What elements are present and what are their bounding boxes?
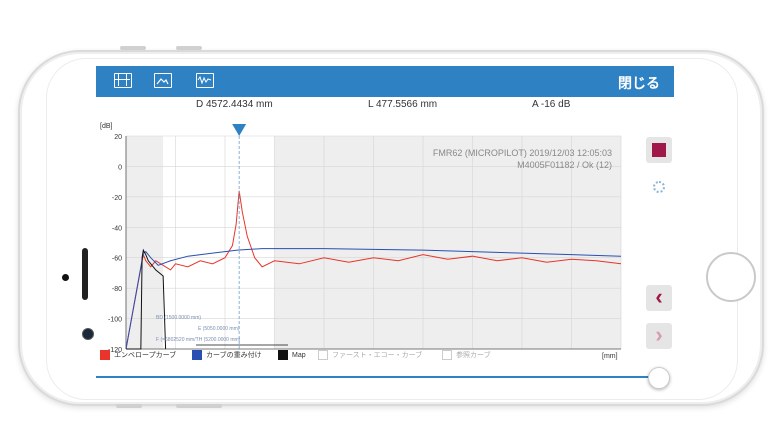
y-tick-label: 0 (118, 164, 122, 171)
cursor-readouts: D 4572.4434 mm L 477.5566 mm A -16 dB (96, 99, 674, 113)
previous-button[interactable]: ‹ (646, 285, 672, 311)
legend-item[interactable]: 参照カーブ (442, 350, 491, 360)
series-line-0 (125, 190, 622, 350)
app-screen: 閉じる D 4572.4434 mm L 477.5566 mm A -16 d… (96, 66, 674, 396)
loading-spinner-icon (653, 181, 665, 193)
film-icon-glyph (115, 74, 130, 86)
waveform-icon[interactable] (196, 73, 214, 88)
legend-item[interactable]: ファースト・エコー・カーブ (318, 350, 422, 360)
distance-readout: D 4572.4434 mm (196, 99, 273, 110)
chart-annotation: F (=6802520 mm/TH (5200.0000 mm) (156, 337, 241, 343)
device-info-line2: M4005F01182 / Ok (12) (517, 160, 612, 170)
echo-curve-chart[interactable]: 200-20-40-60-80-100-12002000.004000.0060… (96, 112, 641, 367)
y-tick-label: -80 (112, 286, 122, 293)
chart-legend: エンベロープカーブ カーブの重み付け Map ファースト・エコー・カーブ 参照カーブ (100, 350, 640, 364)
film-icon[interactable] (114, 73, 132, 88)
cursor-marker-icon (232, 124, 247, 136)
earpiece-speaker (82, 248, 88, 300)
y-tick-label: -20 (112, 195, 122, 202)
front-sensor (62, 274, 69, 281)
x-unit-label: [mm] (602, 353, 618, 360)
chart-svg[interactable]: 200-20-40-60-80-100-12002000.004000.0060… (96, 112, 641, 360)
legend-swatch (442, 350, 452, 360)
series-line-2 (126, 248, 167, 350)
y-tick-label: -60 (112, 256, 122, 263)
legend-swatch (100, 350, 110, 360)
legend-swatch (192, 350, 202, 360)
close-button[interactable]: 閉じる (618, 75, 660, 91)
legend-swatch (278, 350, 288, 360)
stop-button[interactable] (646, 137, 672, 163)
front-camera (82, 328, 94, 340)
legend-label: ファースト・エコー・カーブ (332, 352, 423, 359)
chart-annotation: E (5050.0000 mm) (198, 326, 240, 332)
legend-label: カーブの重み付け (206, 352, 262, 359)
waveform-icon-glyph (197, 75, 212, 85)
y-tick-label: -40 (112, 225, 122, 232)
volume-button (176, 46, 202, 50)
shaded-region (274, 136, 621, 349)
scroll-handle[interactable] (648, 367, 670, 389)
legend-swatch (318, 350, 328, 360)
y-tick-label: -100 (108, 317, 122, 324)
volume-button (120, 46, 146, 50)
series-line-1 (125, 248, 622, 350)
legend-label: 参照カーブ (456, 352, 491, 359)
y-tick-label: 20 (114, 134, 122, 141)
amplitude-readout: A -16 dB (532, 99, 571, 110)
y-tick-label: -120 (108, 347, 122, 352)
image-icon-glyph (156, 78, 169, 85)
chart-annotation: BD (1500.0000 mm) (156, 315, 201, 321)
top-toolbar: 閉じる (96, 66, 674, 97)
horizontal-scrollbar[interactable] (96, 376, 656, 378)
home-button[interactable] (706, 252, 756, 302)
length-readout: L 477.5566 mm (368, 99, 438, 110)
legend-item[interactable]: Map (278, 350, 306, 360)
next-button[interactable]: › (646, 323, 672, 349)
phone-bezel (46, 58, 738, 400)
legend-label: Map (292, 351, 306, 359)
power-button (176, 404, 222, 408)
image-icon[interactable] (154, 73, 172, 88)
legend-label: エンベロープカーブ (114, 352, 177, 359)
side-button (116, 404, 142, 408)
device-info-line1: FMR62 (MICROPILOT) 2019/12/03 12:05:03 (433, 148, 612, 158)
right-control-panel: ‹ › (641, 112, 674, 367)
legend-item[interactable]: カーブの重み付け (192, 350, 262, 360)
legend-item[interactable]: エンベロープカーブ (100, 350, 176, 360)
y-axis-label: [dB] (100, 123, 113, 130)
